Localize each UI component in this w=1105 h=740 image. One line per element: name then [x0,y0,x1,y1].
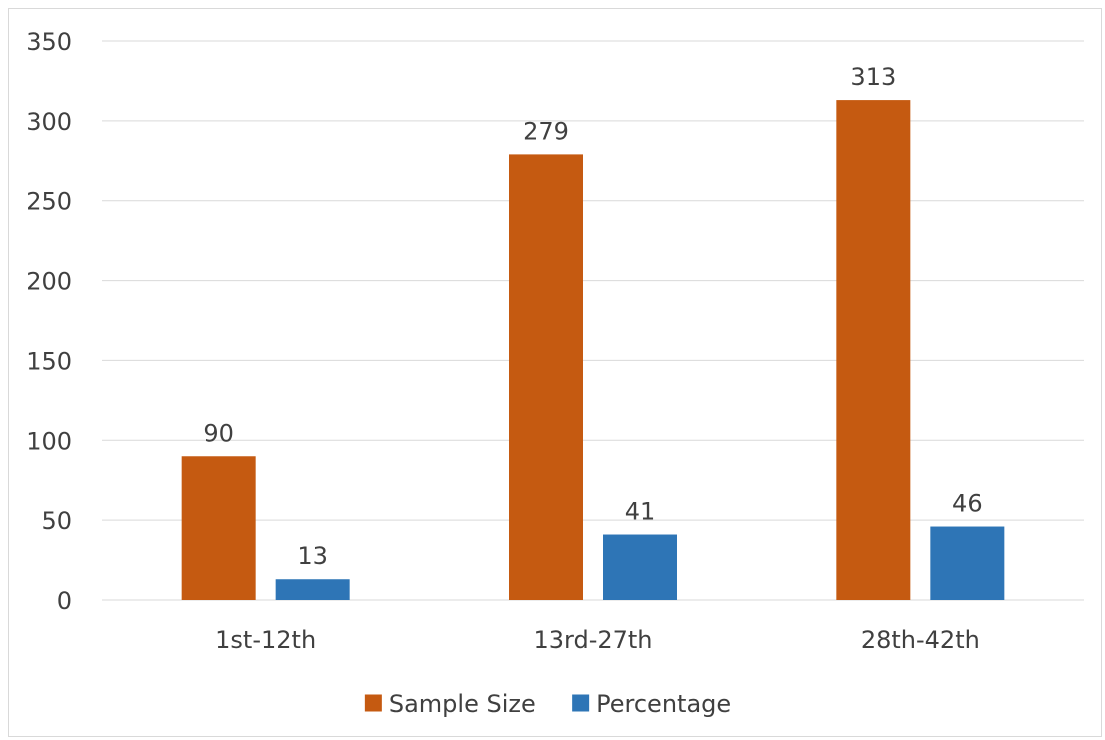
legend-entry: Percentage [572,690,731,718]
x-tick-label: 1st-12th [215,626,316,654]
bar-percentage [603,534,677,600]
y-tick-label: 100 [26,427,72,455]
y-tick-label: 250 [26,188,72,216]
x-axis-tick-labels: 1st-12th 13rd-27th 28th-42th [215,626,980,654]
y-tick-label: 50 [41,507,72,535]
legend-label: Percentage [596,690,731,718]
bar-percentage [275,579,350,600]
y-tick-label: 300 [26,108,72,136]
bar-sample-size [836,100,911,600]
data-labels: 90 13 279 41 313 46 [203,63,982,570]
y-tick-label: 200 [26,268,72,296]
y-axis-tick-labels: 0 50 100 150 200 250 300 350 [26,28,72,615]
x-tick-label: 28th-42th [861,626,980,654]
y-tick-label: 350 [26,28,72,56]
bar-sample-size [509,154,583,600]
legend: Sample Size Percentage [364,690,731,718]
bars [181,100,1005,600]
y-tick-label: 0 [57,587,72,615]
legend-swatch [364,694,382,712]
data-label: 41 [625,498,656,526]
legend-label: Sample Size [389,690,536,718]
bar-sample-size [181,456,256,600]
legend-entry: Sample Size [364,690,536,718]
data-label: 279 [523,117,569,145]
data-label: 13 [297,542,328,570]
x-tick-label: 13rd-27th [533,626,652,654]
data-label: 90 [203,419,234,447]
y-tick-label: 150 [26,347,72,375]
gridlines [102,40,1084,601]
data-label: 46 [952,490,983,518]
legend-swatch [572,694,590,712]
bar-percentage [930,526,1005,600]
data-label: 313 [850,63,896,91]
